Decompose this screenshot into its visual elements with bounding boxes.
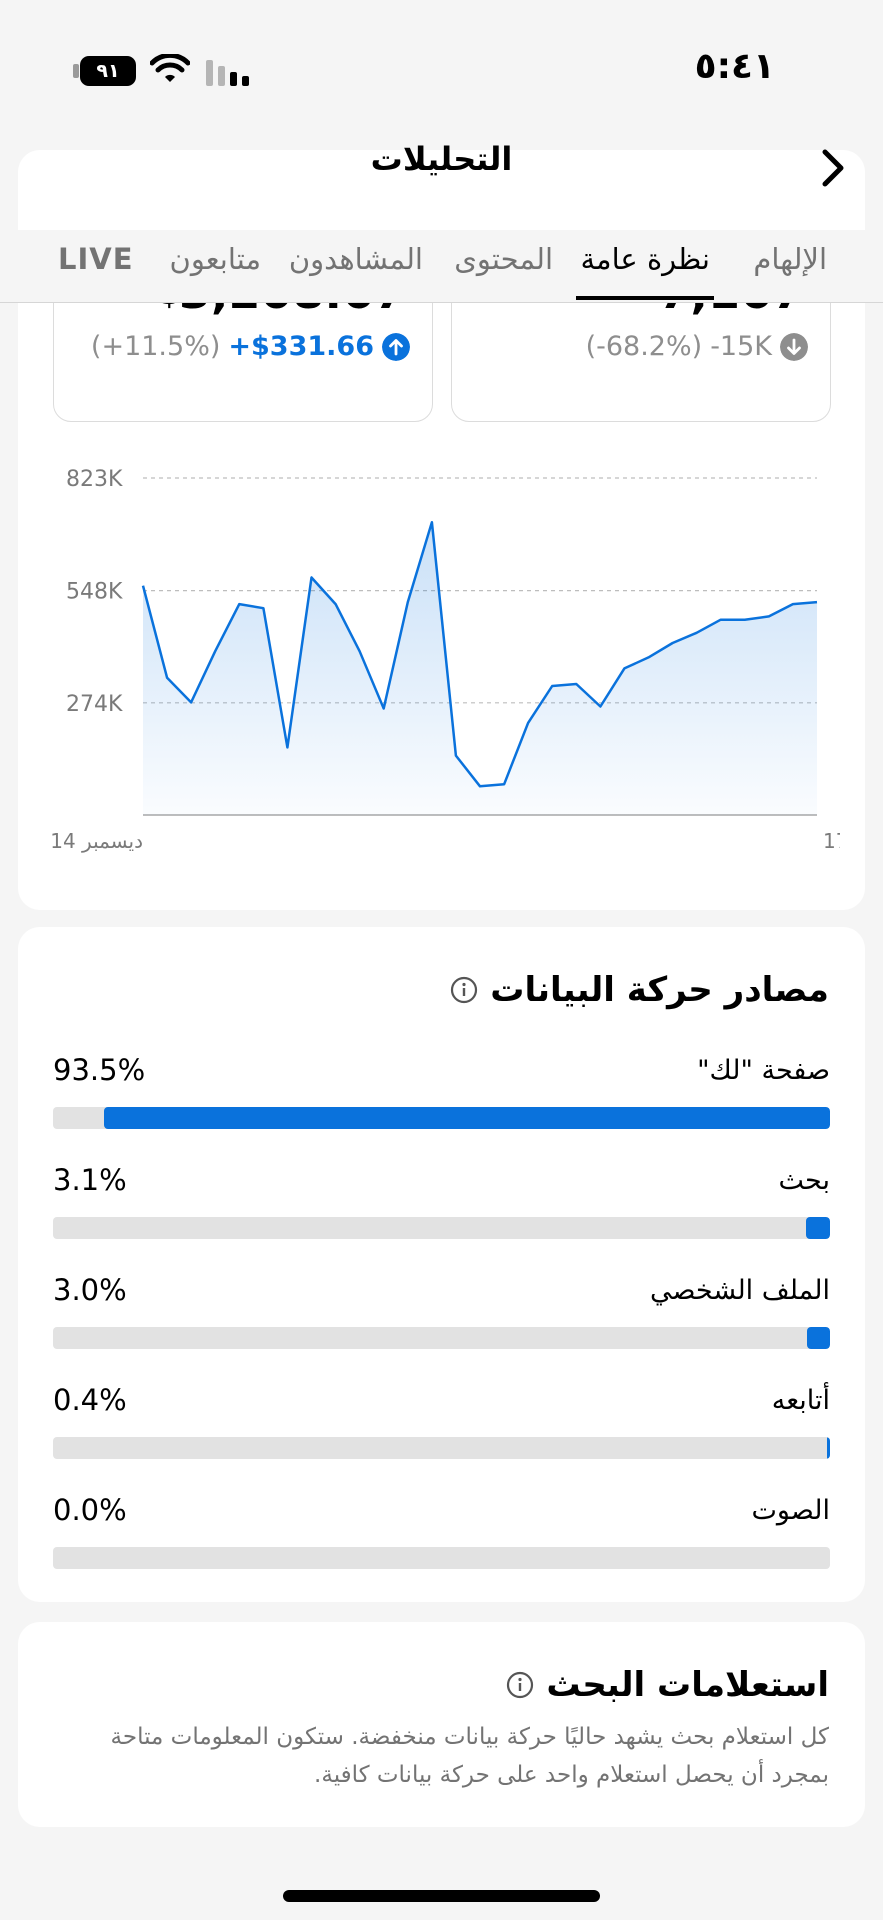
traffic-row-value: 3.1% xyxy=(53,1163,127,1197)
traffic-bar-track xyxy=(53,1107,830,1129)
info-icon[interactable] xyxy=(450,976,478,1004)
x-tick-label: نوفمبر 17 xyxy=(823,829,840,853)
status-time: ٥:٤١ xyxy=(694,46,775,87)
traffic-sources-heading: مصادر حركة البيانات xyxy=(490,970,829,1010)
traffic-row-label: بحث xyxy=(778,1165,830,1196)
search-queries-card xyxy=(18,1622,865,1827)
traffic-row-value: 3.0% xyxy=(53,1273,127,1307)
search-queries-heading: استعلامات البحث xyxy=(546,1665,829,1705)
traffic-bar-fill xyxy=(806,1327,830,1349)
cellular-signal-icon xyxy=(206,60,249,86)
traffic-bar-fill xyxy=(103,1107,830,1129)
chevron-back-icon[interactable] xyxy=(813,146,853,190)
tab-inspiration[interactable]: الإلهام xyxy=(753,242,827,276)
views-delta: (-68.2%) -15K xyxy=(586,331,808,362)
traffic-sources-title: مصادر حركة البيانات xyxy=(450,970,829,1010)
traffic-row-label: الملف الشخصي xyxy=(650,1275,830,1306)
traffic-row-value: 0.0% xyxy=(53,1493,127,1527)
traffic-row-value: 0.4% xyxy=(53,1383,127,1417)
revenue-delta-pct: (+11.5%) xyxy=(90,331,221,362)
active-tab-indicator xyxy=(576,296,714,300)
page-title: التحليلات xyxy=(370,140,513,178)
traffic-row-label: صفحة "لك" xyxy=(697,1055,830,1086)
traffic-row-label: أتابعه xyxy=(771,1385,830,1416)
chart-line xyxy=(141,520,818,788)
home-indicator[interactable] xyxy=(283,1890,600,1902)
traffic-bar-fill xyxy=(826,1437,830,1459)
tab-followers[interactable]: متابعون xyxy=(169,242,261,276)
info-icon[interactable] xyxy=(506,1671,534,1699)
y-tick-label: 548K xyxy=(66,580,123,605)
views-chart: 274K 548K 823K نوفمبر 17 ديسمبر 14 xyxy=(50,467,840,853)
tab-live[interactable]: LIVE xyxy=(58,242,134,276)
status-bar: ٥:٤١ ٩١ xyxy=(0,0,883,140)
traffic-bar-track xyxy=(53,1217,830,1239)
search-queries-description: كل استعلام بحث يشهد حاليًا حركة بيانات م… xyxy=(110,1724,829,1788)
views-delta-amount: -15K xyxy=(710,331,772,362)
traffic-row-value: 93.5% xyxy=(53,1053,146,1087)
arrow-up-circle-icon xyxy=(382,332,410,361)
search-queries-title: استعلامات البحث xyxy=(506,1665,829,1705)
y-tick-label: 274K xyxy=(66,692,123,717)
tab-bar: الإلهام نظرة عامة المحتوى المشاهدون متاب… xyxy=(0,230,883,303)
traffic-sources-card xyxy=(18,927,865,1602)
battery-cap xyxy=(73,64,79,78)
revenue-delta: (+11.5%) +$331.66 xyxy=(91,331,410,362)
traffic-bar-track xyxy=(53,1437,830,1459)
views-delta-pct: (-68.2%) xyxy=(585,331,703,362)
wifi-icon xyxy=(150,54,190,82)
y-tick-label: 823K xyxy=(66,467,123,492)
traffic-row-label: الصوت xyxy=(751,1495,830,1526)
arrow-down-circle-icon xyxy=(780,332,808,361)
battery-level: ٩١ xyxy=(96,60,120,82)
traffic-bar-fill xyxy=(805,1217,830,1239)
tab-overview[interactable]: نظرة عامة xyxy=(580,242,711,276)
chart-area xyxy=(143,522,817,815)
x-tick-label: ديسمبر 14 xyxy=(50,829,143,853)
battery-icon: ٩١ xyxy=(80,56,136,86)
revenue-delta-amount: +$331.66 xyxy=(228,331,374,362)
tab-content[interactable]: المحتوى xyxy=(454,242,553,276)
traffic-bar-track xyxy=(53,1327,830,1349)
traffic-bar-track xyxy=(53,1547,830,1569)
tab-viewers[interactable]: المشاهدون xyxy=(288,242,423,276)
